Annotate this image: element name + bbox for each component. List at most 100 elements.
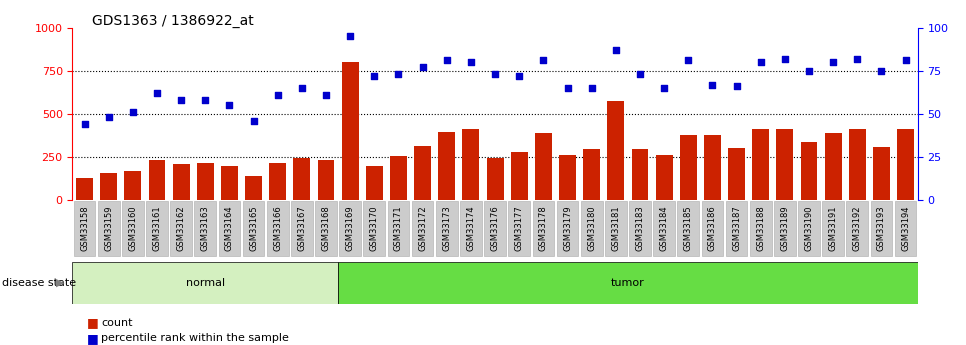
Text: GSM33166: GSM33166	[273, 206, 282, 252]
Bar	[73, 201, 96, 256]
Text: disease state: disease state	[2, 278, 76, 288]
Point	[198, 97, 213, 103]
Bar	[338, 262, 918, 304]
Bar	[125, 171, 141, 200]
Bar	[439, 132, 455, 200]
Text: GSM33194: GSM33194	[901, 206, 910, 251]
Bar	[846, 201, 868, 256]
Point	[150, 90, 165, 96]
Point	[101, 115, 117, 120]
Point	[560, 85, 576, 91]
Text: GSM33169: GSM33169	[346, 206, 355, 252]
Bar	[342, 62, 358, 200]
Point	[777, 56, 792, 61]
Text: GSM33158: GSM33158	[80, 206, 89, 252]
Text: ▶: ▶	[56, 278, 65, 288]
Bar	[146, 201, 168, 256]
Text: GSM33184: GSM33184	[660, 206, 668, 252]
Point	[367, 73, 383, 79]
Point	[77, 121, 93, 127]
Text: GSM33162: GSM33162	[177, 206, 185, 252]
Point	[440, 58, 455, 63]
Bar	[436, 201, 458, 256]
Bar	[460, 201, 482, 256]
Bar	[173, 164, 189, 200]
Bar	[680, 135, 696, 200]
Bar	[242, 201, 265, 256]
Bar	[656, 155, 672, 200]
Bar	[508, 201, 530, 256]
Text: GSM33176: GSM33176	[491, 206, 499, 252]
Bar	[583, 149, 600, 200]
Bar	[339, 201, 361, 256]
Bar	[363, 201, 385, 256]
Bar	[100, 173, 117, 200]
Bar	[463, 128, 479, 200]
Point	[126, 109, 141, 115]
Bar	[98, 201, 120, 256]
Text: GSM33161: GSM33161	[153, 206, 161, 252]
Bar	[484, 201, 506, 256]
Bar	[72, 262, 338, 304]
Text: GSM33192: GSM33192	[853, 206, 862, 251]
Bar	[849, 128, 866, 200]
Text: GSM33181: GSM33181	[611, 206, 620, 252]
Bar	[581, 201, 603, 256]
Point	[464, 59, 479, 65]
Bar	[221, 166, 238, 200]
Point	[802, 68, 817, 73]
Bar	[270, 163, 286, 200]
Point	[656, 85, 671, 91]
Bar	[291, 201, 313, 256]
Bar	[245, 176, 262, 200]
Text: GSM33189: GSM33189	[781, 206, 789, 252]
Bar	[532, 201, 554, 256]
Text: GSM33173: GSM33173	[442, 206, 451, 252]
Point	[898, 58, 914, 63]
Bar	[511, 152, 527, 200]
Bar	[605, 201, 627, 256]
Bar	[774, 201, 796, 256]
Text: ■: ■	[87, 332, 99, 345]
Bar	[315, 201, 337, 256]
Bar	[822, 201, 844, 256]
Bar	[750, 201, 772, 256]
Text: GSM33179: GSM33179	[563, 206, 572, 252]
Point	[753, 59, 769, 65]
Bar	[753, 128, 769, 200]
Point	[174, 97, 189, 103]
Bar	[825, 133, 841, 200]
Text: percentile rank within the sample: percentile rank within the sample	[101, 333, 289, 343]
Bar	[267, 201, 289, 256]
Point	[245, 118, 261, 124]
Text: GSM33188: GSM33188	[756, 206, 765, 252]
Text: ■: ■	[87, 316, 99, 329]
Bar	[218, 201, 241, 256]
Bar	[535, 133, 552, 200]
Bar	[197, 163, 213, 200]
Bar	[870, 201, 893, 256]
Bar	[897, 128, 914, 200]
Text: GDS1363 / 1386922_at: GDS1363 / 1386922_at	[92, 14, 253, 28]
Bar	[701, 201, 724, 256]
Text: GSM33180: GSM33180	[587, 206, 596, 252]
Text: GSM33191: GSM33191	[829, 206, 838, 251]
Point	[343, 33, 358, 39]
Point	[873, 68, 889, 73]
Point	[609, 47, 624, 53]
Bar	[559, 155, 576, 200]
Bar	[556, 201, 579, 256]
Text: GSM33163: GSM33163	[201, 206, 210, 252]
Bar	[487, 158, 503, 200]
Point	[319, 92, 334, 98]
Point	[415, 65, 431, 70]
Point	[680, 58, 696, 63]
Bar	[895, 201, 917, 256]
Text: GSM33168: GSM33168	[322, 206, 330, 252]
Point	[705, 82, 721, 87]
Text: GSM33164: GSM33164	[225, 206, 234, 252]
Bar	[653, 201, 675, 256]
Text: GSM33183: GSM33183	[636, 206, 644, 252]
Point	[535, 58, 551, 63]
Bar	[608, 101, 624, 200]
